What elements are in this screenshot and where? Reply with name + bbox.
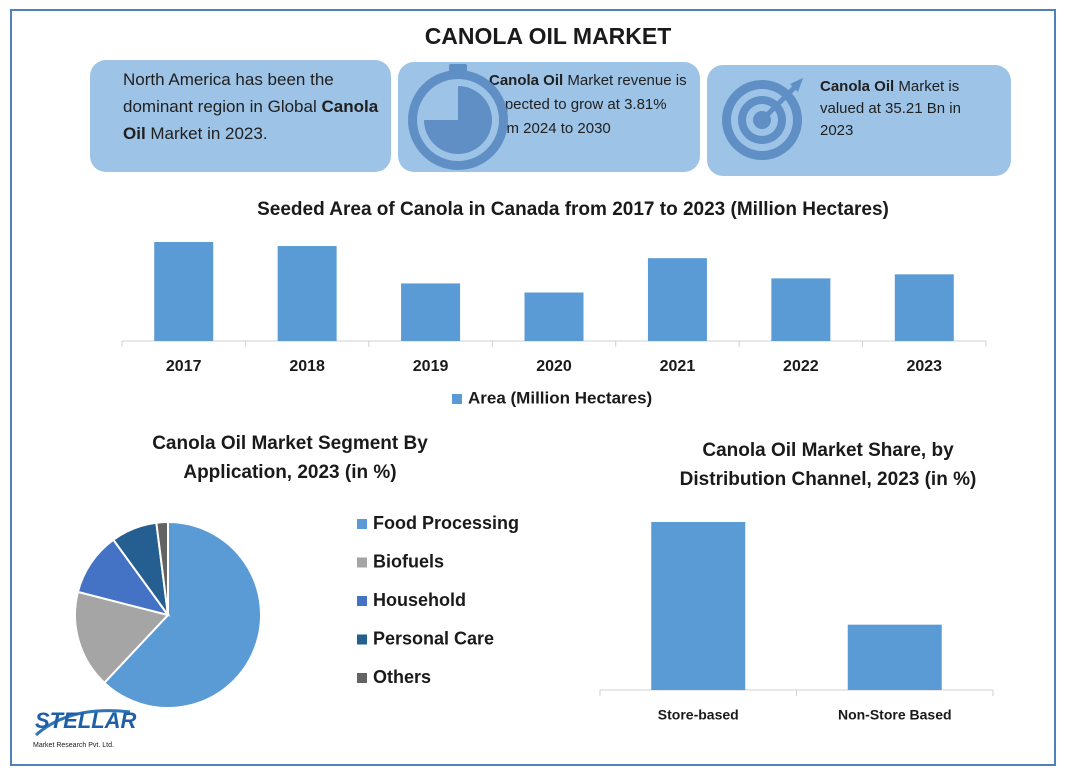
x-tick-label: 2022 (783, 358, 819, 375)
frame (10, 9, 1056, 766)
info-run: Market revenue is expected to grow at 3.… (489, 72, 687, 137)
logo-tagline: Market Research Pvt. Ltd. (33, 742, 114, 749)
bar (894, 274, 954, 341)
x-tick-label: 2019 (413, 358, 449, 375)
legend-label: Others (373, 667, 431, 687)
pie-slice (74, 590, 170, 685)
logo-name: STELLAR (35, 708, 137, 733)
legend-swatch (357, 673, 367, 683)
pie-slice (102, 520, 262, 709)
info-text: Canola Oil Market is valued at 35.21 Bn … (820, 76, 995, 142)
bar (401, 283, 461, 341)
info-text: Canola Oil Market revenue is expected to… (489, 69, 694, 141)
x-tick-label: 2020 (536, 358, 572, 375)
stopwatch-icon (408, 64, 508, 170)
legend-swatch (357, 596, 367, 606)
chart-title: Canola Oil Market Share, by Distribution… (679, 440, 977, 490)
info-text: North America has been the dominant regi… (123, 66, 385, 147)
x-tick-label: Store-based (658, 707, 739, 723)
chart-title: Seeded Area of Canola in Canada from 201… (257, 199, 889, 220)
info-run: Market in 2023. (145, 124, 268, 143)
info-run: North America has been the dominant regi… (123, 70, 334, 116)
bar (651, 522, 746, 690)
page-title: CANOLA OIL MARKET (424, 23, 672, 49)
legend-label: Biofuels (373, 551, 444, 571)
bar (524, 292, 584, 341)
legend-swatch (357, 634, 367, 645)
info-run: Market is valued at 35.21 Bn in 2023 (820, 78, 961, 139)
legend-label: Food Processing (373, 513, 519, 533)
info-run: Canola Oil (489, 72, 564, 89)
legend-label: Area (Million Hectares) (468, 388, 652, 407)
legend-swatch (452, 394, 462, 404)
legend-swatch (357, 519, 367, 529)
x-tick-label: 2017 (166, 358, 202, 375)
info-run: Canola Oil (123, 97, 379, 143)
x-tick-label: 2023 (906, 358, 942, 375)
bar (277, 246, 337, 341)
pie-slice (155, 520, 169, 616)
legend-swatch (357, 557, 367, 568)
x-tick-label: Non-Store Based (838, 707, 952, 723)
target-icon (722, 78, 803, 160)
bar (771, 278, 831, 341)
x-tick-label: 2021 (660, 358, 696, 375)
bar (647, 258, 707, 341)
legend-label: Household (373, 590, 466, 610)
logo: STELLAR Market Research Pvt. Ltd. (33, 708, 137, 749)
bar (154, 242, 214, 341)
chart-title: Canola Oil Market Segment By Application… (152, 433, 428, 483)
x-tick-label: 2018 (289, 358, 325, 375)
bar (847, 624, 942, 690)
legend-label: Personal Care (373, 628, 494, 648)
info-box (90, 60, 391, 172)
info-run: Canola Oil (820, 78, 895, 95)
